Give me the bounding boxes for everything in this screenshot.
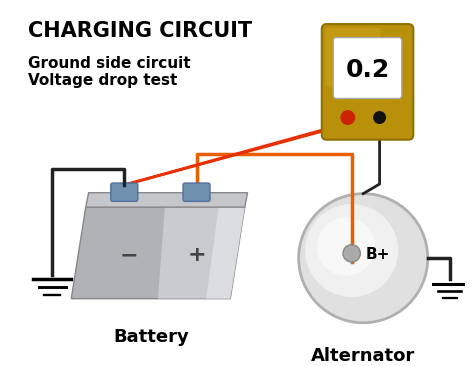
Circle shape [374, 112, 385, 123]
Text: +: + [187, 245, 206, 265]
Text: Battery: Battery [113, 328, 189, 346]
Polygon shape [86, 193, 247, 207]
FancyBboxPatch shape [183, 183, 210, 201]
Text: Voltage drop test: Voltage drop test [28, 73, 177, 88]
Polygon shape [158, 207, 245, 299]
Circle shape [305, 204, 398, 297]
Text: −: − [120, 245, 138, 265]
Text: 0.2: 0.2 [346, 58, 390, 82]
Circle shape [343, 245, 360, 262]
Circle shape [299, 194, 428, 323]
Polygon shape [71, 207, 245, 299]
Polygon shape [206, 207, 245, 299]
Circle shape [341, 111, 355, 124]
FancyBboxPatch shape [111, 183, 138, 201]
Text: CHARGING CIRCUIT: CHARGING CIRCUIT [28, 21, 252, 41]
Text: B+: B+ [366, 247, 391, 262]
FancyBboxPatch shape [333, 38, 402, 98]
Circle shape [317, 218, 375, 276]
Text: Ground side circuit: Ground side circuit [28, 56, 191, 71]
FancyBboxPatch shape [322, 24, 413, 140]
FancyBboxPatch shape [326, 28, 381, 87]
Text: Alternator: Alternator [311, 347, 415, 365]
